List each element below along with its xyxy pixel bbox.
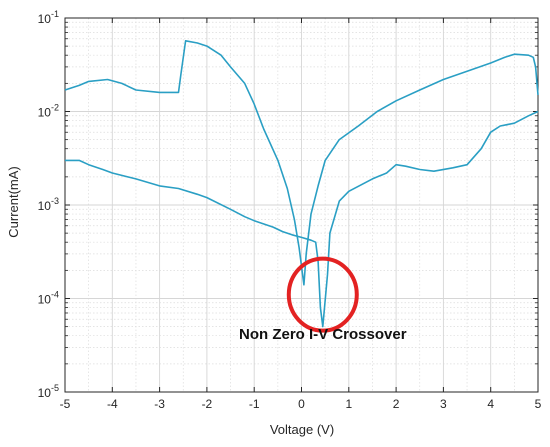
crossover-annotation-text: Non Zero I-V Crossover [239,326,407,343]
x-tick-label: 5 [535,397,542,411]
y-tick-label: 10-1 [38,9,59,26]
grid [64,17,539,393]
y-tick-label-exponent: -4 [51,290,59,300]
x-tick-label: 1 [345,397,352,411]
y-tick-label-base: 10 [38,12,52,26]
y-tick-label-exponent: -3 [51,196,59,206]
x-tick-label: 0 [298,397,305,411]
axes [64,17,539,393]
y-tick-label-exponent: -2 [51,103,59,113]
x-tick-label: 2 [393,397,400,411]
y-axis-label: Current(mA) [6,166,21,238]
annotations: Non Zero I-V Crossover [239,256,407,343]
x-tick-label: 4 [487,397,494,411]
x-tick-label: -5 [60,397,71,411]
series-group [64,40,539,328]
y-tick-label: 10-2 [38,103,59,120]
x-tick-label: -1 [249,397,260,411]
y-tick-label-exponent: -5 [51,383,59,393]
y-tick-label: 10-5 [38,383,59,400]
x-tick-label: -4 [107,397,118,411]
series-line-1 [65,110,539,328]
y-tick-label-exponent: -1 [51,9,59,19]
series-line-2 [64,40,539,286]
y-tick-label: 10-4 [38,290,59,307]
crossover-highlight-circle [286,256,359,333]
x-axis-label: Voltage (V) [270,422,334,437]
tick-labels: -5 -4 -3 -2 -1 0 1 2 3 4 510-510-410-310-210-1 [38,9,542,411]
x-tick-label: -3 [154,397,165,411]
y-tick-label-base: 10 [38,293,52,307]
y-tick-label-base: 10 [38,199,52,213]
x-tick-label: 3 [440,397,447,411]
y-tick-label-base: 10 [38,386,52,400]
x-tick-label: -2 [202,397,213,411]
y-tick-label-base: 10 [38,106,52,120]
y-tick-label: 10-3 [38,196,59,213]
